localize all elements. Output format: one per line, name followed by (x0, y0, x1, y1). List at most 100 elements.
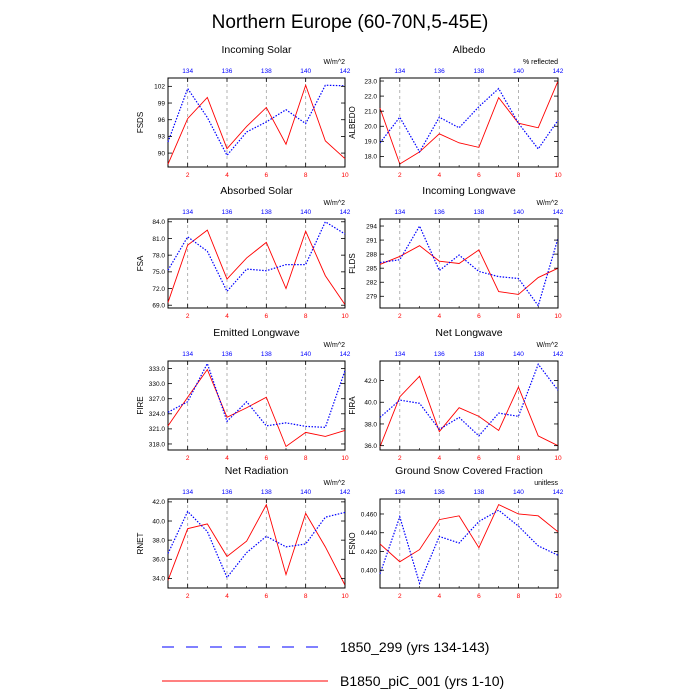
y-tick-label: 38.0 (152, 537, 165, 544)
legend-label-b1850-pic-001: B1850_piC_001 (yrs 1-10) (340, 673, 504, 689)
x-tick-label-bottom: 8 (304, 455, 308, 462)
x-tick-label-bottom: 2 (398, 172, 402, 179)
plot-frame (167, 218, 346, 309)
y-axis-label: FSA (136, 255, 145, 271)
x-tick-label-top: 142 (340, 489, 351, 496)
y-tick-label: 285 (366, 265, 377, 272)
series-line-b1850-pic-001 (167, 368, 346, 448)
x-tick-label-bottom: 6 (265, 455, 269, 462)
x-tick-label-bottom: 2 (186, 172, 190, 179)
x-tick-label-bottom: 10 (554, 172, 562, 179)
legend-label-1850-299: 1850_299 (yrs 134-143) (340, 639, 489, 655)
x-tick-label-top: 140 (300, 209, 311, 216)
x-tick-label-bottom: 2 (398, 455, 402, 462)
y-tick-label: 42.0 (364, 378, 377, 385)
x-tick-label-bottom: 10 (554, 593, 562, 600)
x-tick-label-top: 142 (553, 351, 564, 358)
panel-fsa: Absorbed Solar W/m^2 69.0 72.0 75.0 78.0 81.0 8… (136, 185, 351, 320)
x-tick-label-bottom: 4 (225, 172, 229, 179)
x-tick-label-top: 140 (513, 68, 524, 75)
x-tick-label-top: 134 (394, 351, 405, 358)
panel-title: Albedo (453, 44, 486, 56)
legend: 1850_299 (yrs 134-143) B1850_piC_001 (yr… (162, 639, 504, 689)
series-line-1850-299 (379, 363, 559, 437)
x-tick-label-top: 134 (182, 351, 193, 358)
x-tick-label-bottom: 8 (304, 593, 308, 600)
x-tick-label-top: 142 (340, 351, 351, 358)
plot-frame (379, 498, 559, 589)
y-tick-label: 72.0 (152, 286, 165, 293)
x-tick-label-top: 138 (261, 209, 272, 216)
x-tick-label-bottom: 4 (438, 593, 442, 600)
x-tick-label-top: 138 (473, 351, 484, 358)
x-tick-label-bottom: 10 (341, 593, 349, 600)
y-tick-label: 0.460 (361, 511, 378, 518)
y-axis-label: FSNO (348, 532, 357, 554)
y-tick-label: 321.0 (149, 426, 166, 433)
x-tick-label-top: 142 (340, 209, 351, 216)
panel-title: Incoming Longwave (422, 185, 516, 197)
series-line-b1850-pic-001 (379, 245, 559, 295)
x-tick-label-top: 134 (394, 68, 405, 75)
panel-fira: Net Longwave W/m^2 36.0 38.0 40.0 42.0 FIRA 2 4 6… (348, 327, 564, 462)
y-tick-label: 102 (154, 84, 165, 91)
x-tick-label-top: 134 (182, 68, 193, 75)
panel-albedo: Albedo % reflected 18.0 19.0 20.0 21.0 22.0 23.… (348, 44, 564, 179)
y-tick-label: 36.0 (152, 557, 165, 564)
series-line-b1850-pic-001 (379, 375, 559, 447)
series-line-1850-299 (167, 84, 346, 157)
plot-frame (379, 218, 559, 309)
x-tick-label-bottom: 2 (186, 455, 190, 462)
x-tick-label-bottom: 8 (304, 172, 308, 179)
x-tick-label-top: 134 (182, 489, 193, 496)
y-tick-label: 84.0 (152, 219, 165, 226)
panel-title: Absorbed Solar (220, 185, 293, 197)
x-tick-label-top: 138 (473, 489, 484, 496)
x-tick-label-bottom: 8 (517, 313, 521, 320)
x-tick-label-top: 136 (222, 489, 233, 496)
x-tick-label-top: 136 (222, 351, 233, 358)
units-label: W/m^2 (323, 342, 345, 349)
x-tick-label-top: 140 (513, 351, 524, 358)
y-tick-label: 19.0 (364, 139, 377, 146)
units-label: W/m^2 (536, 342, 558, 349)
x-tick-label-bottom: 4 (225, 313, 229, 320)
units-label: unitless (534, 480, 558, 487)
x-tick-label-top: 136 (434, 489, 445, 496)
y-tick-label: 22.0 (364, 93, 377, 100)
y-tick-label: 0.420 (361, 549, 378, 556)
y-tick-label: 40.0 (152, 518, 165, 525)
x-tick-label-bottom: 8 (517, 455, 521, 462)
x-tick-label-bottom: 6 (477, 313, 481, 320)
x-tick-label-top: 138 (261, 68, 272, 75)
panel-title: Incoming Solar (221, 44, 292, 56)
x-tick-label-bottom: 4 (225, 455, 229, 462)
x-tick-label-top: 140 (513, 489, 524, 496)
panel-flds: Incoming Longwave W/m^2 279 282 285 288 291 294… (348, 185, 564, 320)
x-tick-label-bottom: 4 (438, 455, 442, 462)
x-tick-label-top: 136 (434, 209, 445, 216)
x-tick-label-top: 142 (553, 68, 564, 75)
y-tick-label: 90 (158, 150, 166, 157)
y-axis-label: FIRE (136, 396, 145, 414)
y-tick-label: 318.0 (149, 441, 166, 448)
x-tick-label-top: 138 (261, 489, 272, 496)
panel-title: Net Longwave (435, 327, 502, 339)
x-tick-label-bottom: 10 (341, 455, 349, 462)
x-tick-label-top: 134 (394, 209, 405, 216)
x-tick-label-top: 134 (182, 209, 193, 216)
y-axis-label: FIRA (348, 396, 357, 415)
x-tick-label-top: 142 (340, 68, 351, 75)
plot-frame (379, 360, 559, 451)
x-tick-label-bottom: 4 (225, 593, 229, 600)
series-line-1850-299 (379, 224, 559, 307)
y-tick-label: 99 (158, 100, 166, 107)
y-axis-label: ALBEDO (348, 106, 357, 138)
panel-title: Emitted Longwave (213, 327, 300, 339)
units-label: W/m^2 (323, 200, 345, 207)
y-tick-label: 20.0 (364, 124, 377, 131)
x-tick-label-bottom: 6 (477, 593, 481, 600)
series-line-b1850-pic-001 (167, 229, 346, 305)
